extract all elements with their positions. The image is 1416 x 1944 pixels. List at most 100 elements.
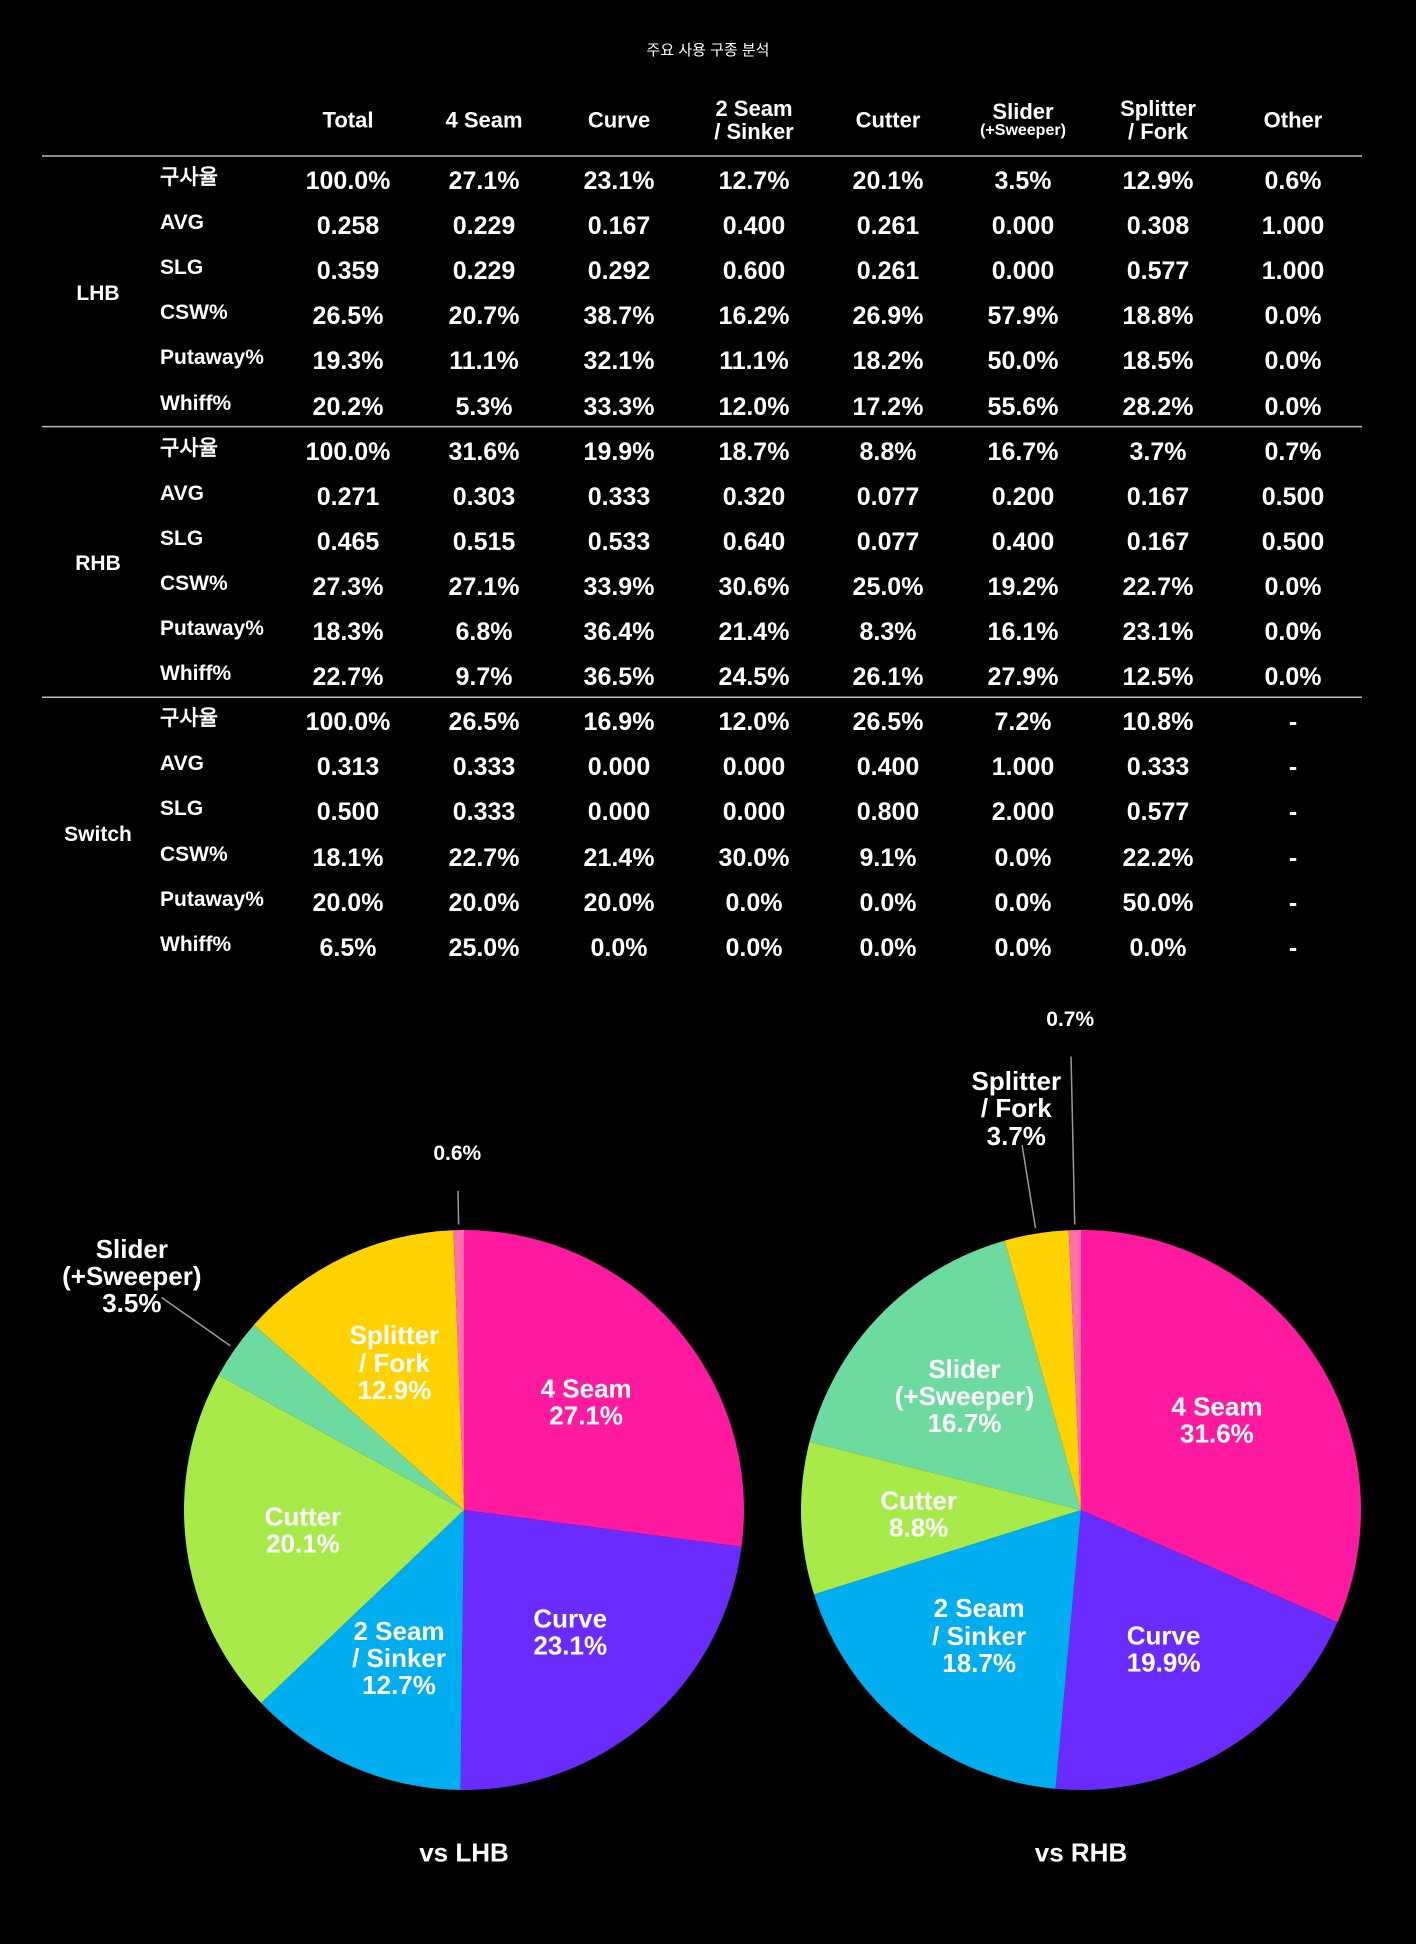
slice-value: 12.7% — [362, 1670, 436, 1701]
table-cell: 8.8% — [859, 437, 917, 466]
table-cell: 33.3% — [583, 392, 655, 421]
table-cell: 21.4% — [583, 843, 655, 872]
table-cell: 55.6% — [987, 392, 1059, 421]
table-cell: 0.0% — [1264, 662, 1322, 691]
chart-title: vs LHB — [419, 1837, 509, 1868]
row-label: Whiff% — [160, 662, 232, 686]
table-cell: 0.333 — [587, 482, 651, 511]
table-cell: 0.0% — [994, 843, 1052, 872]
row-label: AVG — [160, 211, 204, 235]
table-cell: 6.8% — [455, 617, 513, 646]
table-cell: 0.000 — [587, 753, 651, 782]
table-cell: 0.0% — [725, 933, 783, 962]
column-header: 4 Seam — [445, 107, 523, 133]
table-cell: 20.2% — [312, 392, 384, 421]
table-cell: 0.0% — [1264, 347, 1322, 376]
table-cell: 0.0% — [1264, 617, 1322, 646]
table-cell: 19.3% — [312, 347, 384, 376]
table-cell: 0.271 — [316, 482, 380, 511]
row-label: CSW% — [160, 571, 228, 595]
table-cell: 0.515 — [452, 527, 516, 556]
slice-value: 12.9% — [357, 1374, 432, 1405]
slice-value: 31.6% — [1180, 1419, 1254, 1450]
table-cell: 0.229 — [452, 257, 516, 286]
table-cell: 5.3% — [455, 392, 513, 421]
table-cell: 9.1% — [859, 843, 917, 872]
table-cell: 0.359 — [316, 257, 380, 286]
group-label: LHB — [76, 281, 120, 305]
table-cell: 20.0% — [312, 888, 384, 917]
table-cell: 0.333 — [452, 753, 516, 782]
table-cell: - — [1288, 888, 1298, 917]
table-cell: 0.333 — [452, 798, 516, 827]
table-cell: 26.5% — [312, 302, 384, 331]
table-cell: 0.261 — [856, 257, 920, 286]
table-cell: 20.0% — [583, 888, 655, 917]
table-cell: 100.0% — [305, 166, 391, 195]
pie-slice — [1068, 1230, 1081, 1510]
slice-value: 23.1% — [533, 1630, 608, 1661]
row-label: AVG — [160, 481, 204, 505]
table-cell: 0.333 — [1126, 753, 1190, 782]
table-cell: 24.5% — [718, 662, 790, 691]
table-cell: 0.400 — [856, 753, 920, 782]
table-cell: 9.7% — [455, 662, 513, 691]
slice-label: 2 Seam / Sinker 18.7% — [932, 1593, 1027, 1678]
slice-label: 4 Seam 31.6% — [1171, 1393, 1262, 1450]
row-label: Whiff% — [160, 391, 232, 415]
table-cell: 1.000 — [1261, 211, 1325, 240]
chart-title: vs RHB — [1034, 1837, 1128, 1868]
table-cell: 18.8% — [1122, 302, 1194, 331]
table-cell: 0.077 — [856, 482, 920, 511]
pie-slice — [801, 1441, 1081, 1595]
slice-label: Curve 19.9% — [1126, 1622, 1201, 1678]
slice-name: 2 Seam / Sinker — [932, 1593, 1027, 1651]
slice-label: Splitter / Fork 3.7% — [971, 1068, 1061, 1150]
table-cell: 26.5% — [448, 708, 520, 737]
row-label: SLG — [160, 256, 204, 280]
table-cell: 16.1% — [987, 617, 1059, 646]
table-cell: 28.2% — [1122, 392, 1194, 421]
slice-label: Slider (+Sweeper) 16.7% — [895, 1355, 1034, 1438]
pie-slice — [814, 1510, 1081, 1789]
table-cell: 10.8% — [1122, 708, 1194, 737]
table-cell: - — [1288, 933, 1298, 962]
row-label: Putaway% — [160, 887, 264, 911]
group-label: RHB — [75, 552, 121, 576]
table-cell: 18.1% — [312, 843, 384, 872]
table-cell: 22.7% — [312, 662, 384, 691]
leader-line — [1021, 1145, 1037, 1229]
table-cell: 16.9% — [583, 708, 655, 737]
table-cell: 0.000 — [991, 257, 1055, 286]
table-cell: - — [1288, 753, 1298, 782]
table-cell: 36.4% — [583, 617, 655, 646]
table-cell: 16.7% — [987, 437, 1059, 466]
row-label: CSW% — [160, 301, 228, 325]
pie-slice — [453, 1230, 464, 1510]
table-cell: 0.308 — [1126, 211, 1190, 240]
table-cell: 0.0% — [1264, 572, 1322, 601]
pie-slice — [253, 1230, 464, 1510]
pie-slice — [464, 1230, 745, 1547]
table-cell: 26.5% — [852, 708, 924, 737]
slice-value: 0.7% — [1046, 1008, 1095, 1032]
table-cell: 0.000 — [991, 211, 1055, 240]
column-header: Curve — [587, 107, 651, 133]
slice-value: 3.7% — [986, 1120, 1046, 1151]
table-cell: 1.000 — [991, 753, 1055, 782]
table-cell: 0.0% — [1264, 302, 1322, 331]
table-cell: 26.9% — [852, 302, 924, 331]
table-cell: 18.7% — [718, 437, 790, 466]
table-cell: 17.2% — [852, 392, 924, 421]
slice-value: 19.9% — [1126, 1647, 1201, 1678]
pie-slice — [460, 1510, 742, 1790]
leader-line — [1070, 1056, 1076, 1225]
row-label: SLG — [160, 526, 204, 550]
pie-slice — [1004, 1230, 1081, 1510]
table-cell: 0.600 — [722, 257, 786, 286]
table-cell: 0.000 — [722, 798, 786, 827]
leader-line — [457, 1190, 460, 1225]
pie-slice — [1081, 1230, 1362, 1623]
slice-name: Slider (+Sweeper) — [62, 1233, 202, 1291]
